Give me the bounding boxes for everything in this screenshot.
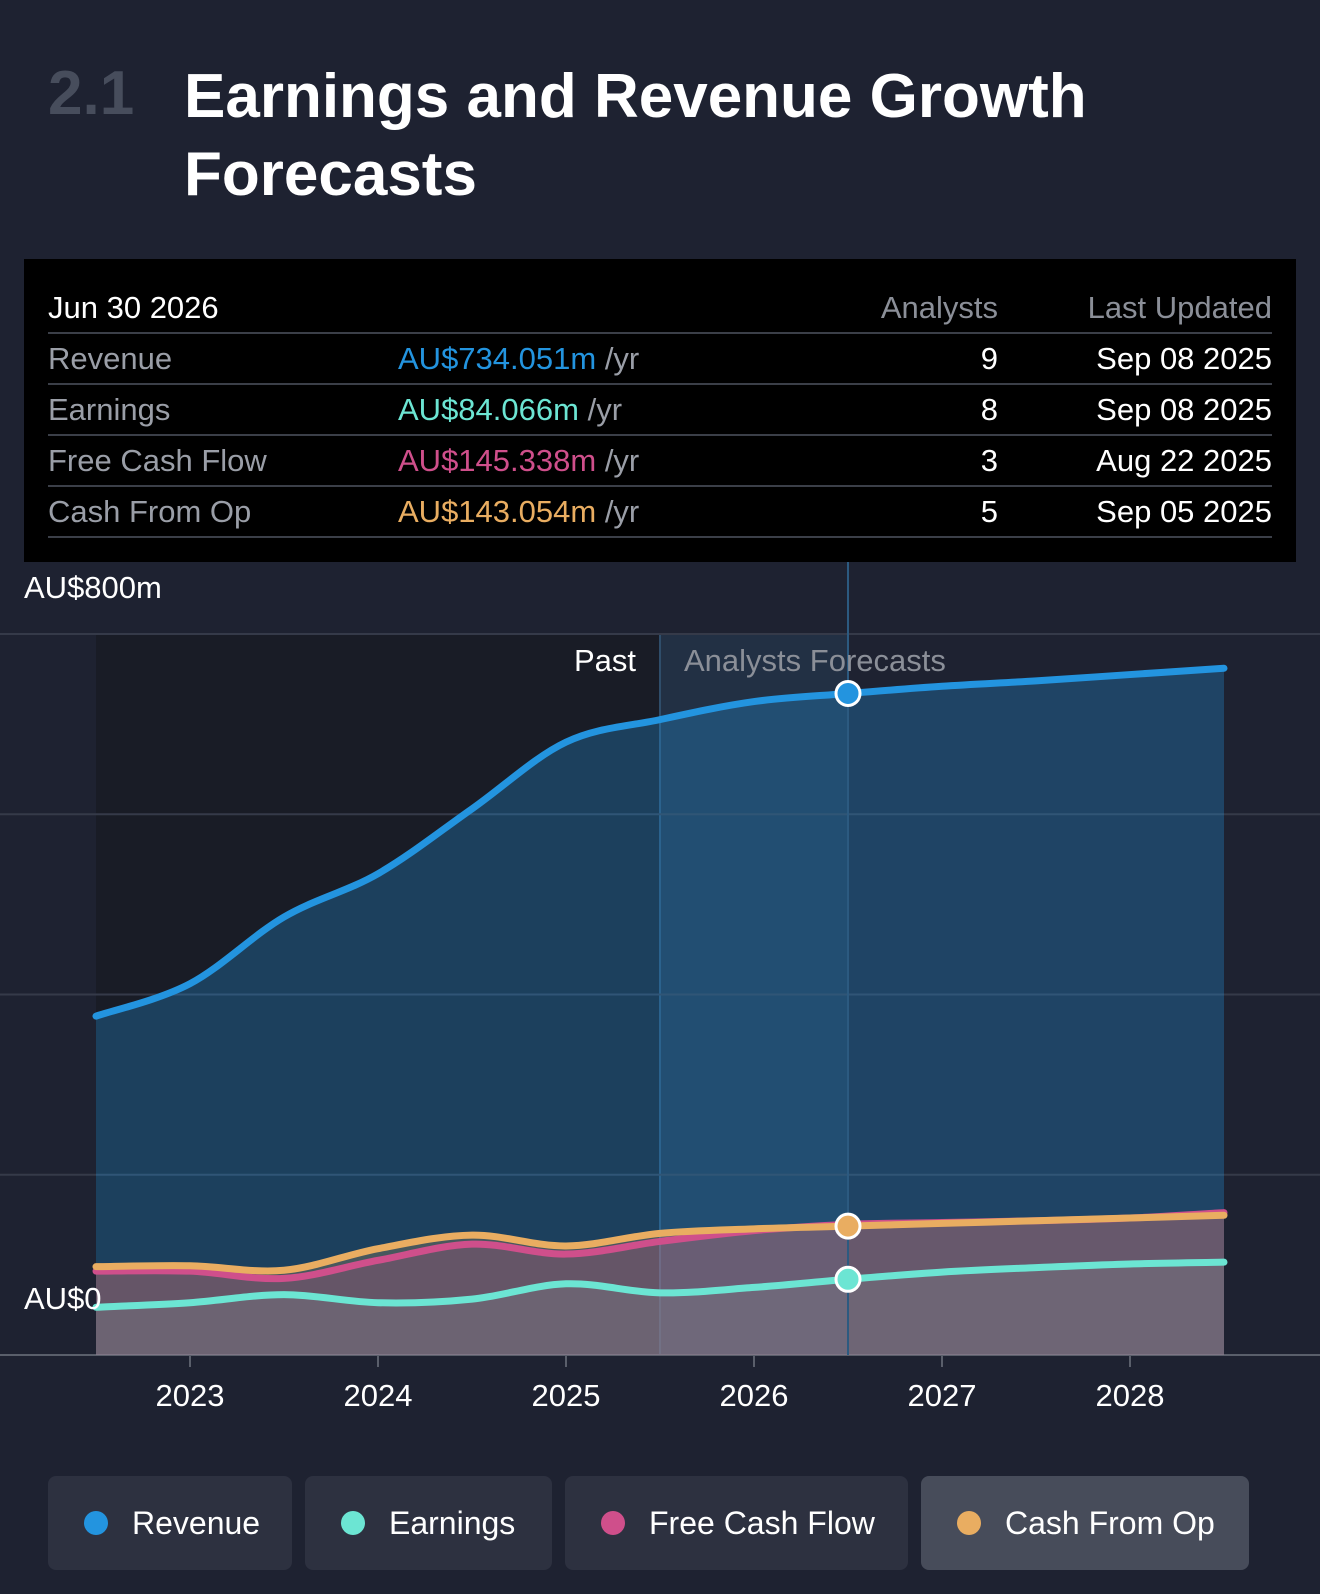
area-free-cash-flow (96, 1212, 1224, 1355)
tooltip-row-cash-from-op: Cash From Op AU$143.054m /yr 5 Sep 05 20… (48, 486, 1272, 538)
legend-revenue-toggle[interactable]: Revenue (48, 1476, 292, 1570)
legend-label: Free Cash Flow (649, 1504, 875, 1541)
tooltip-header-row: Jun 30 2026 Analysts Last Updated (48, 283, 1272, 334)
chart-tooltip: Jun 30 2026 Analysts Last Updated Revenu… (24, 259, 1296, 562)
x-tick-label: 2026 (720, 1378, 789, 1413)
x-tick-label: 2023 (156, 1378, 225, 1413)
analysts-header: Analysts (828, 283, 998, 334)
area-earnings (96, 1262, 1224, 1355)
section-title: Earnings and Revenue Growth Forecasts (184, 62, 1087, 209)
row-analysts: 9 (828, 333, 998, 385)
row-analysts: 3 (828, 435, 998, 487)
x-tick-label: 2025 (532, 1378, 601, 1413)
row-value: AU$143.054m (398, 493, 597, 529)
y-axis-label-bottom: AU$0 (24, 1281, 102, 1316)
y-axis-label-top: AU$800m (24, 570, 162, 605)
line-cash-from-op (92, 1211, 1228, 1275)
legend-cash-from-op-toggle[interactable]: Cash From Op (921, 1476, 1249, 1570)
selected-point-earnings (834, 1265, 862, 1293)
line-revenue (92, 664, 1228, 1020)
selected-point-cash-from-op (834, 1212, 862, 1240)
tooltip-date: Jun 30 2026 (48, 283, 398, 334)
row-unit: /yr (604, 493, 640, 529)
row-unit: /yr (604, 340, 640, 376)
area-revenue (96, 668, 1224, 1355)
legend-dot (601, 1511, 625, 1535)
last-updated-header: Last Updated (998, 283, 1272, 334)
chart-legend: Revenue Earnings Free Cash Flow Cash Fro… (48, 1476, 1288, 1570)
forecast-label: Analysts Forecasts (684, 643, 946, 678)
row-label: Free Cash Flow (48, 435, 398, 487)
row-updated: Sep 08 2025 (998, 384, 1272, 436)
legend-dot (341, 1511, 365, 1535)
legend-label: Earnings (389, 1504, 516, 1541)
legend-earnings-toggle[interactable]: Earnings (305, 1476, 552, 1570)
x-tick-label: 2024 (344, 1378, 413, 1413)
row-value: AU$145.338m (398, 442, 597, 478)
row-updated: Sep 05 2025 (998, 486, 1272, 538)
row-label: Earnings (48, 384, 398, 436)
earnings-revenue-chart[interactable]: AU$800m AU$0 Past Analysts Forecasts 2023 202… (0, 562, 1320, 1432)
row-updated: Aug 22 2025 (998, 435, 1272, 487)
legend-label: Revenue (132, 1504, 261, 1541)
row-analysts: 5 (828, 486, 998, 538)
legend-dot (84, 1511, 108, 1535)
row-label: Revenue (48, 333, 398, 385)
tooltip-table: Jun 30 2026 Analysts Last Updated Revenu… (48, 283, 1272, 538)
row-updated: Sep 08 2025 (998, 333, 1272, 385)
x-tick-label: 2027 (908, 1378, 977, 1413)
x-tick-label: 2028 (1096, 1378, 1165, 1413)
row-unit: /yr (604, 442, 640, 478)
legend-free-cash-flow-toggle[interactable]: Free Cash Flow (565, 1476, 908, 1570)
row-unit: /yr (587, 391, 623, 427)
tooltip-row-free-cash-flow: Free Cash Flow AU$145.338m /yr 3 Aug 22 … (48, 435, 1272, 487)
row-analysts: 8 (828, 384, 998, 436)
tooltip-row-revenue: Revenue AU$734.051m /yr 9 Sep 08 2025 (48, 333, 1272, 385)
legend-label: Cash From Op (1005, 1504, 1215, 1541)
section-number: 2.1 (48, 59, 135, 128)
row-value: AU$734.051m (398, 340, 597, 376)
row-label: Cash From Op (48, 486, 398, 538)
line-earnings (92, 1258, 1228, 1311)
legend-dot (957, 1511, 981, 1535)
tooltip-row-earnings: Earnings AU$84.066m /yr 8 Sep 08 2025 (48, 384, 1272, 436)
row-value: AU$84.066m (398, 391, 579, 427)
selected-point-revenue (834, 679, 862, 707)
past-label: Past (574, 643, 636, 678)
